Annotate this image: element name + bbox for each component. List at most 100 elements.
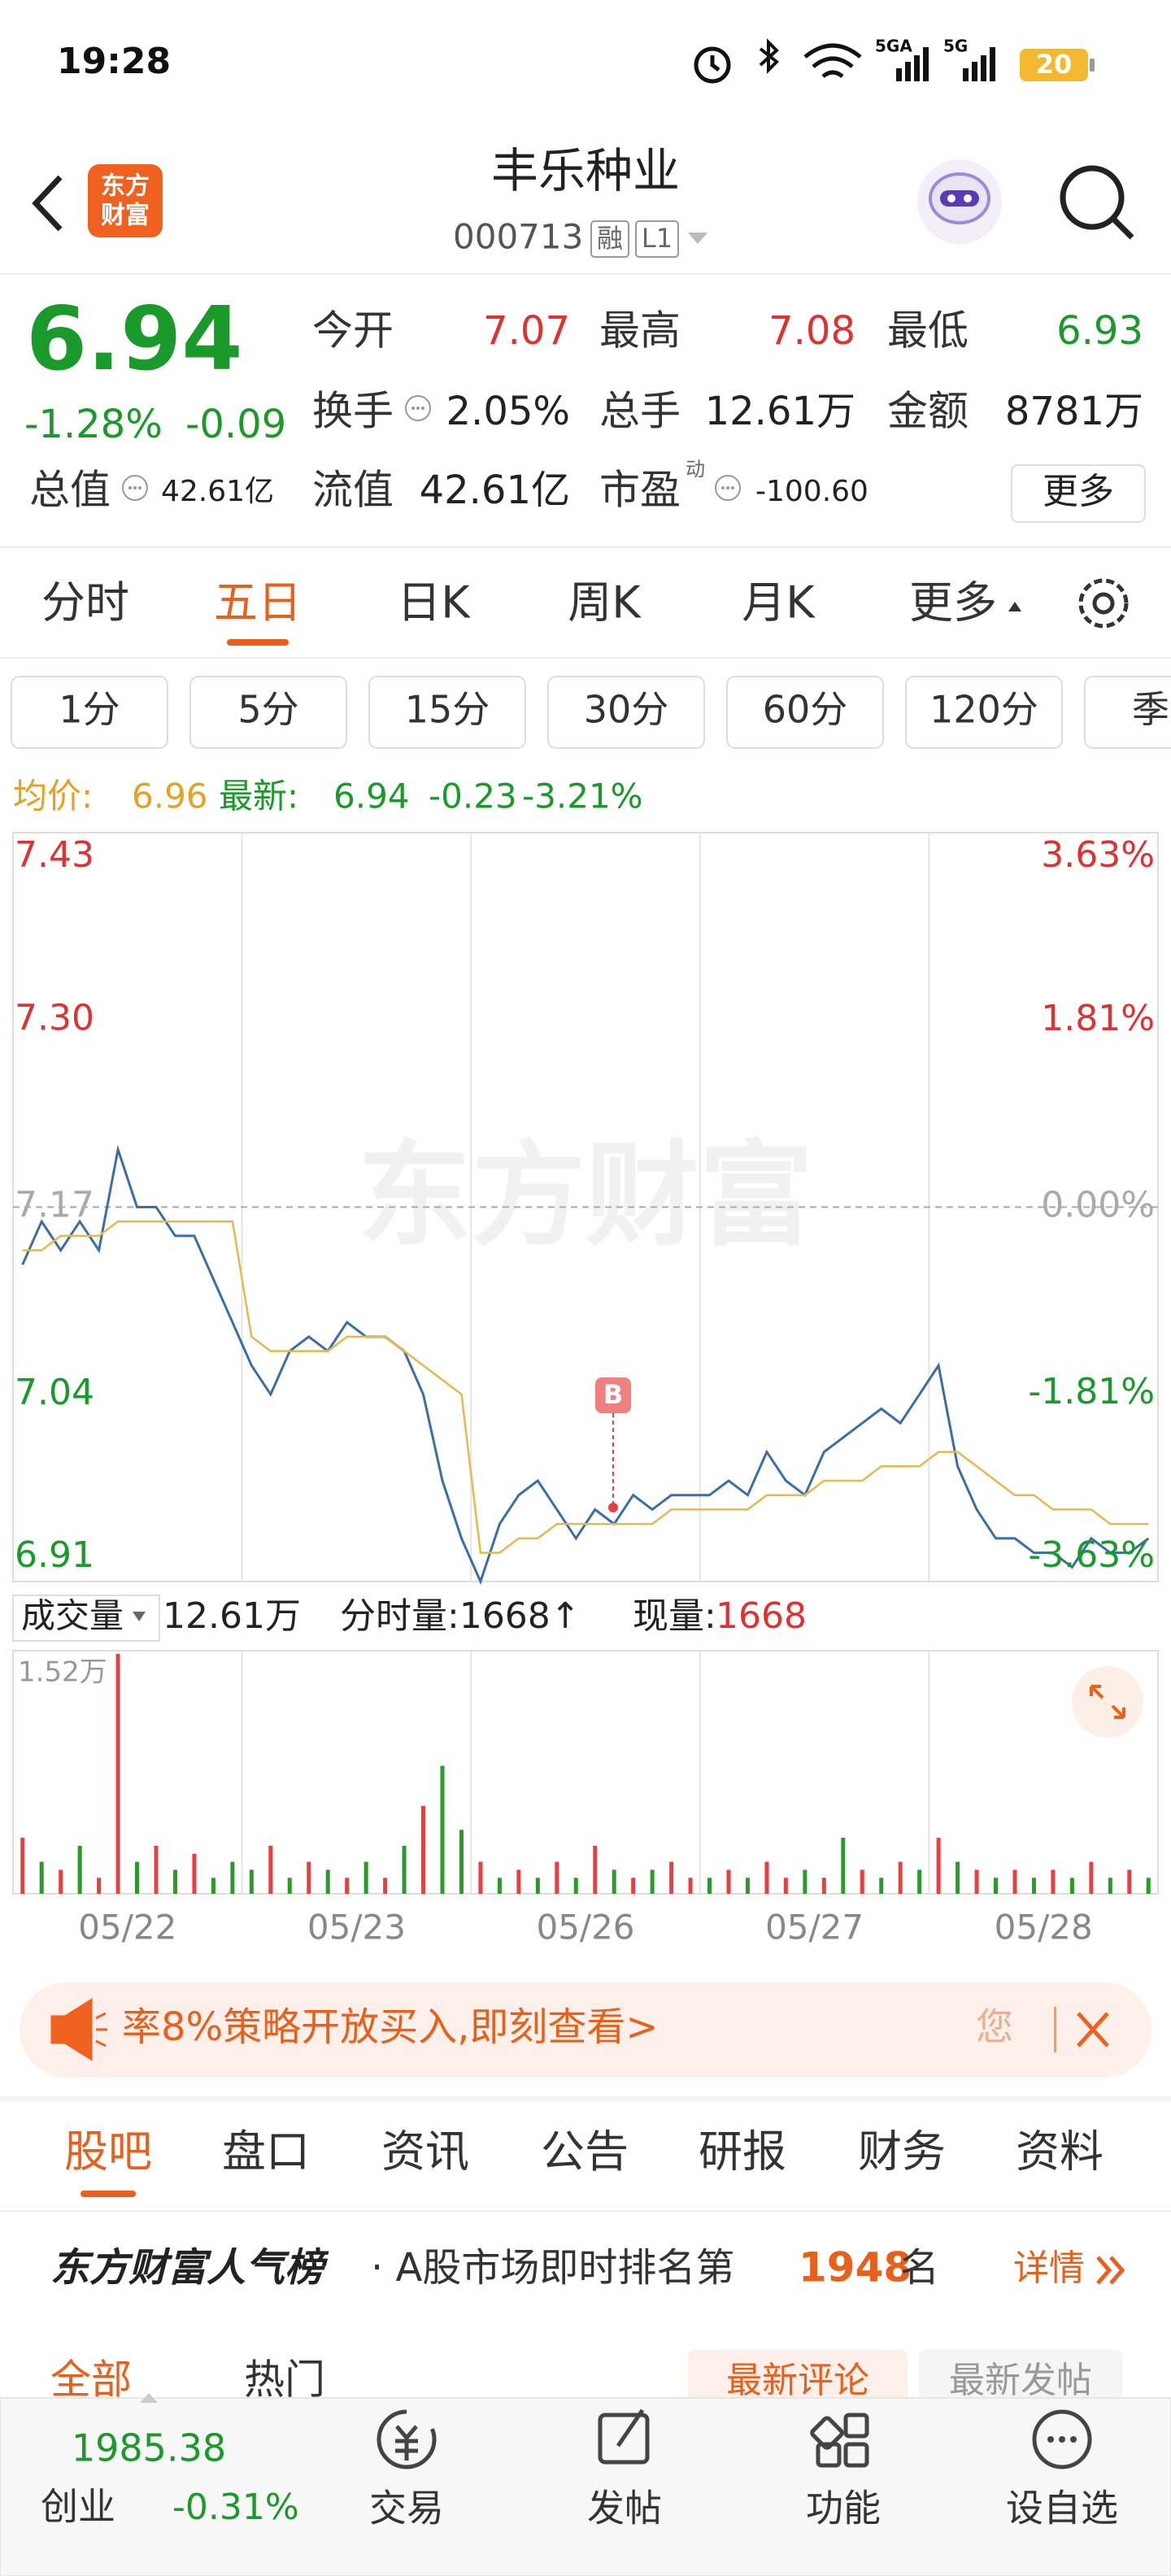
volume-bar — [249, 1869, 254, 1894]
volume-bar — [440, 1765, 445, 1894]
logo-text: 财富 — [101, 202, 150, 230]
ranking-link[interactable]: 详情 — [1013, 2247, 1085, 2289]
nav-item[interactable]: 功能 — [806, 2487, 881, 2530]
feed-sort: 最新评论 — [726, 2360, 869, 2401]
quote-label: 总值 — [29, 467, 111, 514]
banner-tail: 您 — [976, 2005, 1013, 2049]
info-dot — [128, 486, 132, 490]
tick-volume: 分时量:1668↑ — [340, 1595, 581, 1637]
quote-value: -100.60 — [755, 475, 868, 508]
more-button-label[interactable]: 更多 — [1043, 471, 1114, 512]
volume-bar — [115, 1653, 120, 1894]
chart-frame — [12, 1650, 1159, 1895]
interval-label: 1分 — [59, 688, 120, 732]
y-tick-label: 1.52万 — [18, 1656, 107, 1689]
nav-item[interactable]: 设自选 — [1006, 2487, 1118, 2530]
volume-bar — [1051, 1869, 1056, 1894]
interval-label: 季 — [1132, 688, 1169, 732]
divider — [0, 2210, 1171, 2212]
volume-bar — [707, 1878, 712, 1894]
y-tick-label: 7.17 — [15, 1185, 94, 1226]
info-tab[interactable]: 公告 — [541, 2126, 629, 2178]
info-dot — [731, 486, 734, 490]
bottom-nav-labels: 1985.38 创业 -0.31% 交易 发帖 功能 设自选 — [41, 2426, 1118, 2530]
quote-label: 总手 — [599, 388, 681, 435]
info-icon — [715, 475, 741, 501]
search-button[interactable] — [1060, 165, 1134, 240]
battery — [1020, 49, 1088, 81]
ranking-suffix: 名 — [900, 2245, 939, 2291]
volume-bar — [230, 1861, 235, 1894]
latest-label: 最新: — [219, 777, 298, 816]
volume-bar — [1108, 1878, 1112, 1894]
x-tick-label: 05/23 — [307, 1908, 406, 1947]
period-tab[interactable]: 分时 — [41, 577, 129, 629]
volume-bar — [287, 1878, 292, 1894]
settings-button[interactable] — [1078, 578, 1129, 629]
expand-button[interactable] — [1072, 1666, 1143, 1738]
period-tab[interactable]: 更多 — [909, 577, 997, 629]
volume-bar — [650, 1869, 655, 1894]
volume-title: 成交量 — [21, 1596, 124, 1636]
interval-button[interactable] — [905, 676, 1063, 749]
interval-button[interactable] — [189, 676, 347, 749]
close-banner[interactable] — [1077, 2012, 1109, 2047]
info-tab[interactable]: 资讯 — [381, 2126, 469, 2178]
banner-text[interactable]: 率8%策略开放买入,即刻查看> — [122, 2004, 659, 2050]
status-icons — [694, 38, 862, 84]
volume-bar — [879, 1878, 884, 1894]
y-tick-label: 7.30 — [15, 997, 94, 1038]
volume-selector[interactable] — [12, 1595, 160, 1642]
feed-tab[interactable]: 全部 — [50, 2356, 132, 2404]
assistant-avatar[interactable] — [917, 159, 1002, 244]
volume-bar — [803, 1869, 808, 1894]
promo-banner[interactable] — [20, 1982, 1151, 2078]
info-tab[interactable]: 盘口 — [222, 2126, 310, 2178]
y-tick-label: 6.91 — [15, 1534, 94, 1576]
interval-button[interactable] — [547, 676, 705, 749]
current-volume: 1668 — [716, 1595, 807, 1637]
info-tab[interactable]: 财务 — [858, 2126, 946, 2178]
interval-button[interactable] — [11, 676, 168, 749]
info-tab[interactable]: 研报 — [699, 2126, 786, 2178]
quote-label: 市盈 — [599, 467, 681, 514]
nav-icons — [377, 2408, 1092, 2469]
volume-bar — [345, 1878, 350, 1894]
volume-bar — [172, 1869, 177, 1894]
interval-button[interactable] — [368, 676, 526, 749]
interval-button[interactable] — [1084, 676, 1171, 749]
quote-label: 今开 — [312, 307, 394, 355]
interval-button[interactable] — [726, 676, 884, 749]
volume-bar — [478, 1861, 483, 1894]
quote-value: 42.61亿 — [161, 475, 274, 508]
volume-bar — [192, 1853, 197, 1894]
y2-tick-label: 0.00% — [1041, 1185, 1155, 1226]
volume-bar — [39, 1861, 44, 1894]
info-tab[interactable]: 股吧 — [64, 2126, 152, 2178]
feed-tab[interactable]: 热门 — [244, 2356, 325, 2404]
battery-tip — [1090, 59, 1095, 72]
interval-label: 5分 — [237, 688, 298, 732]
more-button[interactable] — [1011, 464, 1146, 523]
volume-bar — [764, 1861, 769, 1894]
nav-item[interactable]: 发帖 — [587, 2487, 662, 2530]
marker-badge — [595, 1377, 631, 1413]
stock-tag-label: L1 — [642, 223, 673, 254]
avg-label: 均价: — [13, 777, 93, 816]
period-tab[interactable]: 日K — [397, 577, 471, 629]
period-tab[interactable]: 五日 — [214, 577, 302, 629]
code-dropdown[interactable] — [688, 233, 707, 244]
period-tab[interactable]: 周K — [568, 577, 642, 629]
nav-item[interactable]: 交易 — [369, 2487, 444, 2530]
interval-label: 15分 — [405, 688, 490, 732]
stock-code: 000713 — [453, 217, 583, 257]
x-tick-label: 05/22 — [78, 1908, 176, 1947]
volume-bar — [669, 1861, 674, 1894]
period-tab[interactable]: 月K — [742, 577, 816, 629]
back-button[interactable] — [32, 175, 63, 232]
detail-arrow — [1096, 2256, 1125, 2285]
quote-value: 7.07 — [483, 308, 570, 354]
info-tab[interactable]: 资料 — [1016, 2126, 1104, 2178]
interval-label: 30分 — [584, 688, 669, 732]
